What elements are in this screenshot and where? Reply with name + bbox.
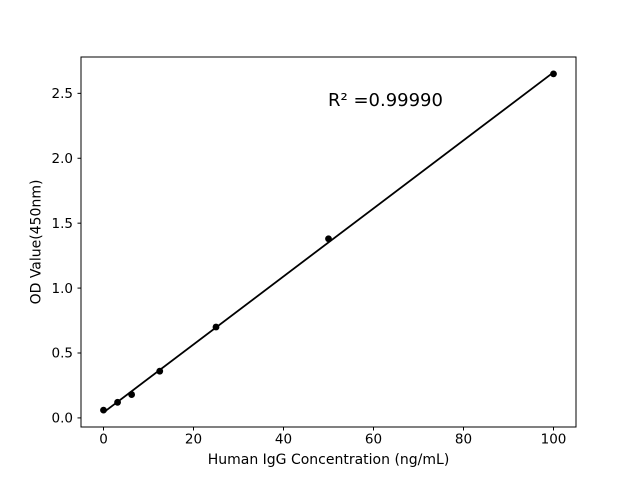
y-tick-label: 1.5 [52, 216, 73, 232]
x-tick-label: 80 [455, 432, 472, 448]
data-point [550, 70, 557, 78]
x-tick-label: 60 [365, 432, 382, 448]
x-tick-label: 20 [185, 432, 202, 448]
data-point [212, 323, 220, 331]
data-point [114, 398, 121, 406]
y-tick-label: 2.5 [52, 86, 73, 102]
r-squared-annotation: R² =0.99990 [328, 90, 443, 111]
y-tick-label: 1.0 [52, 281, 73, 297]
x-tick-label: 100 [541, 432, 567, 448]
data-point [100, 406, 107, 414]
data-point [128, 391, 136, 398]
data-point [156, 367, 164, 375]
y-tick-label: 2.0 [52, 151, 73, 167]
x-tick-label: 40 [275, 432, 292, 448]
data-point [325, 235, 332, 243]
y-tick-label: 0.0 [52, 411, 73, 427]
x-tick-label: 0 [99, 432, 108, 448]
x-axis-label: Human IgG Concentration (ng/mL) [207, 452, 450, 468]
linear-fit-line [102, 71, 555, 414]
y-tick-label: 0.5 [52, 346, 73, 362]
y-axis-label: OD Value(450nm) [28, 179, 45, 305]
